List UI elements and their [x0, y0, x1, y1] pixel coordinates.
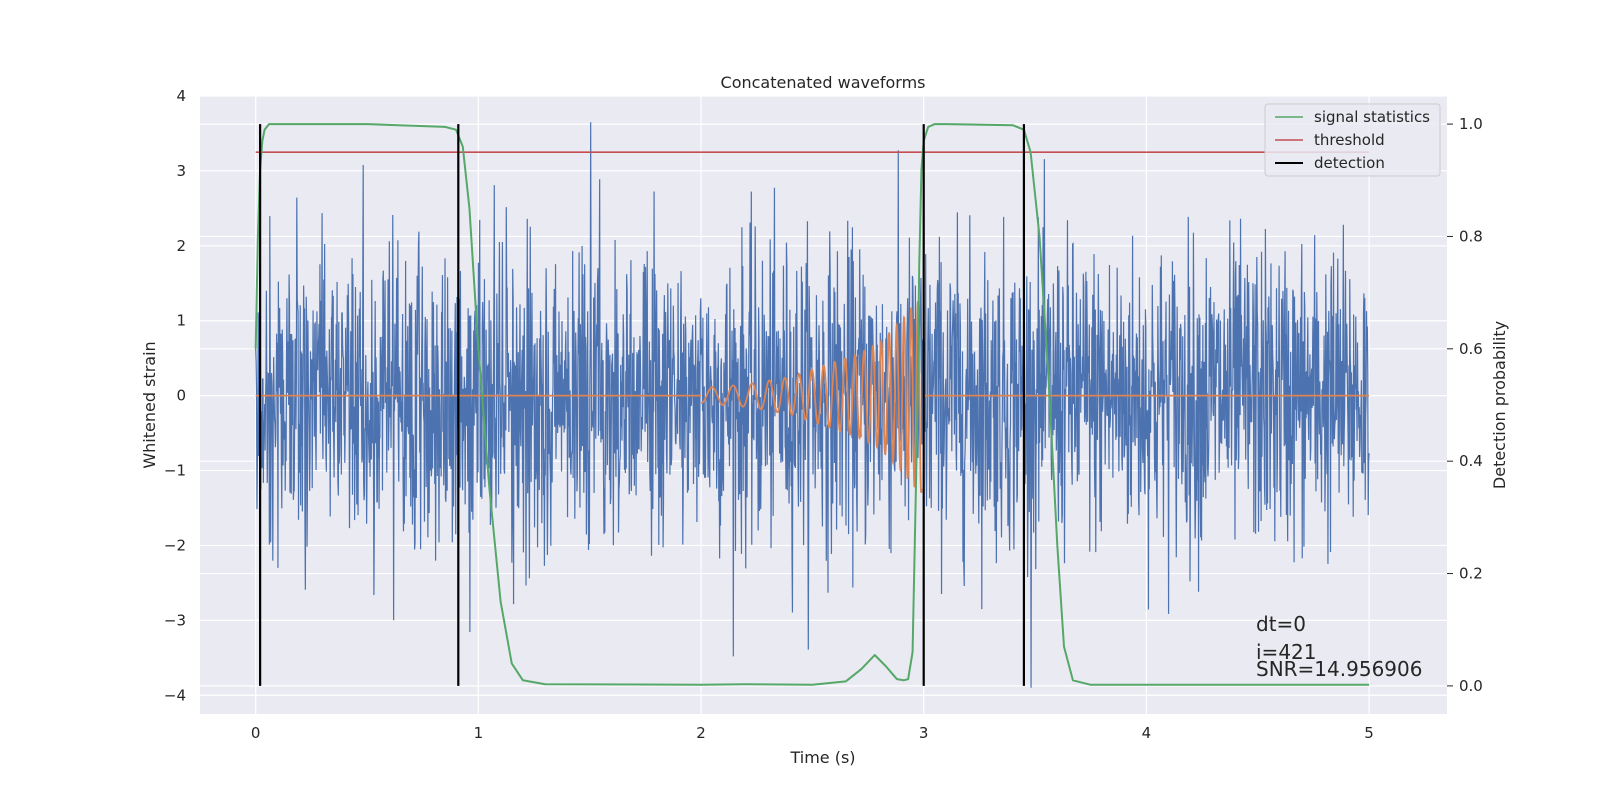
- y-tick-label-left: −3: [164, 611, 186, 629]
- noise-line: [255, 122, 1370, 688]
- y-tick-label-right: 1.0: [1459, 115, 1483, 133]
- y-axis-label-left: Whitened strain: [140, 341, 159, 468]
- y-tick-label-left: 4: [176, 87, 186, 105]
- y-tick-label-left: 1: [176, 312, 186, 330]
- x-tick-label: 1: [474, 724, 484, 742]
- y-tick-label-left: −2: [164, 536, 186, 554]
- right-axis-series: [254, 123, 1370, 686]
- legend-label-threshold: threshold: [1314, 131, 1385, 149]
- y-tick-label-left: 3: [176, 162, 186, 180]
- waveform-chirp-line: [701, 301, 923, 493]
- x-tick-label: 0: [251, 724, 261, 742]
- y-tick-label-right: 0.2: [1459, 565, 1483, 583]
- legend-box: [1264, 103, 1441, 177]
- chart-title: Concatenated waveforms: [721, 73, 926, 92]
- legend-label-detection: detection: [1314, 154, 1385, 172]
- x-axis-label: Time (s): [789, 748, 855, 767]
- y-tick-label-right: 0.8: [1459, 227, 1483, 245]
- y-axis-label-right: Detection probability: [1490, 321, 1509, 489]
- x-tick-label: 4: [1142, 724, 1152, 742]
- y-tick-label-left: −1: [164, 462, 186, 480]
- legend: signal statistics threshold detection: [1264, 103, 1441, 177]
- y-tick-label-right: 0.0: [1459, 677, 1483, 695]
- x-tick-label: 2: [696, 724, 706, 742]
- ticks: 0 1 2 3 4 5 4 3 2 1 0 −1 −2 −3 −4 1.0 0.8 0.6 0.4 0.2 0.0: [164, 87, 1483, 742]
- waveform-series: [255, 301, 1370, 493]
- annotation-dt: dt=0: [1256, 612, 1306, 636]
- noise-series: [255, 122, 1370, 688]
- y-tick-label-right: 0.4: [1459, 452, 1483, 470]
- x-tick-label: 5: [1364, 724, 1374, 742]
- annotation-index: i=421: [1256, 640, 1317, 664]
- y-tick-label-left: −4: [164, 686, 186, 704]
- annotation-snr: SNR=14.956906: [1256, 657, 1422, 681]
- y-tick-label-left: 2: [176, 237, 186, 255]
- legend-label-signal-statistics: signal statistics: [1314, 108, 1430, 126]
- signal-statistics-line: [254, 123, 1370, 686]
- y-tick-label-left: 0: [176, 387, 186, 405]
- y-tick-label-right: 0.6: [1459, 340, 1483, 358]
- x-tick-label: 3: [919, 724, 929, 742]
